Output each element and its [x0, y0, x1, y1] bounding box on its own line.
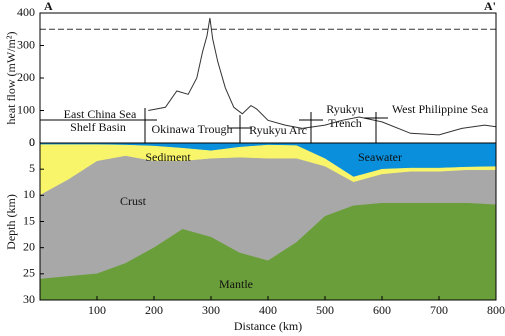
region-label: East China Sea — [64, 107, 137, 121]
panel-frame — [39, 142, 497, 301]
x-tick-label: 400 — [259, 303, 277, 317]
region-label: Ryukyu Arc — [249, 123, 307, 137]
region-label: Trench — [328, 116, 362, 130]
y-tick-label: 300 — [17, 37, 35, 51]
region-label: Shelf Basin — [70, 120, 126, 134]
y-tick-label: 100 — [17, 102, 35, 116]
layer-label: Mantle — [219, 277, 253, 291]
region-label: Ryukyu — [326, 102, 364, 116]
layer-label: Seawater — [358, 150, 402, 164]
x-tick-label: 500 — [316, 303, 334, 317]
layer-label: Sediment — [145, 150, 191, 164]
x-tick-label: 800 — [487, 303, 505, 317]
x-tick-label: 100 — [88, 303, 106, 317]
y-tick-label: 0 — [29, 135, 35, 149]
y-tick-label: 30 — [23, 292, 35, 306]
foreground: 0 100 200 300 400 Seawater Sediment Crust Mantle… — [17, 5, 505, 317]
profile-start: A — [44, 0, 53, 13]
x-axis-label: Distance (km) — [234, 319, 302, 333]
x-tick-label: 600 — [373, 303, 391, 317]
y-tick-label: 20 — [23, 239, 35, 253]
y-tick-label: 10 — [23, 187, 35, 201]
layer-label: Crust — [120, 194, 147, 208]
y-tick-label: 5 — [29, 161, 35, 175]
profile-end: A' — [484, 0, 496, 13]
y-tick-label: 25 — [23, 266, 35, 280]
y-tick-label: 200 — [17, 70, 35, 84]
heat-flow-line — [148, 17, 497, 136]
y-tick-label: 0 — [29, 135, 35, 149]
region-label: West Philippine Sea — [392, 102, 489, 116]
section-layers — [39, 142, 497, 301]
x-tick-label: 700 — [430, 303, 448, 317]
x-tick-label: 300 — [202, 303, 220, 317]
region-label: Okinawa Trough — [151, 122, 232, 136]
x-tick-label: 200 — [145, 303, 163, 317]
y-tick-label: 15 — [23, 213, 35, 227]
y-axis-label: heat flow (mW/m²) — [4, 32, 18, 125]
y-tick-label: 400 — [17, 5, 35, 19]
y-axis-label: Depth (km) — [4, 194, 18, 250]
region-dividers — [40, 108, 388, 143]
